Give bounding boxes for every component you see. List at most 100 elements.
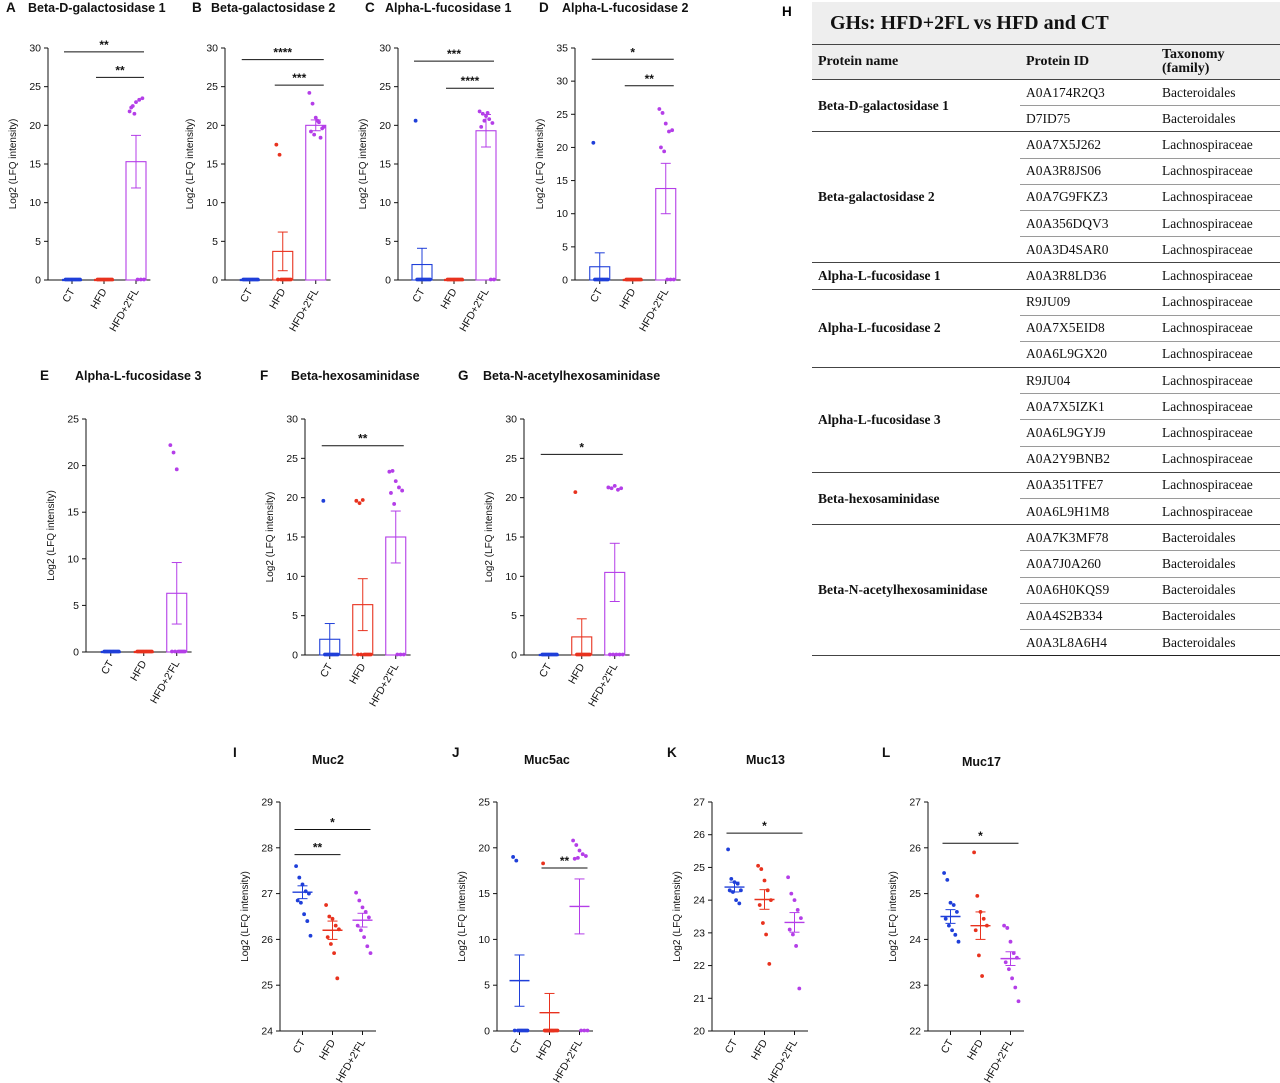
y-tick-label: 10 [556,208,568,220]
x-tick-label: HFD [347,661,368,686]
data-point [303,889,308,894]
data-point [972,850,976,855]
data-point [791,932,795,937]
y-tick-label: 10 [478,934,490,946]
x-tick-label: CT [537,661,555,680]
significance-label: ** [313,841,323,855]
significance-label: ** [358,432,368,446]
table-row: A0A6L9GYJ9 Lachnospiraceae [812,419,1280,447]
y-tick-label: 10 [286,571,298,583]
data-point [249,277,254,282]
data-point [953,932,958,937]
data-point [103,277,108,282]
data-point [315,118,320,123]
y-tick-label: 28 [261,842,273,854]
significance-label: ** [560,854,570,868]
data-point [456,277,461,282]
y-tick-label: 20 [206,120,218,132]
data-point [400,488,405,493]
x-tick-label: HFD+2'FL [287,286,321,334]
x-tick-label: CT [291,1037,309,1056]
protein-id-cell: A0A3R8JS06 [1020,158,1156,185]
data-point [460,277,464,282]
data-point [638,277,643,282]
data-point [179,649,184,654]
glycoside-hydrolase-table: H GHs: HFD+2FL vs HFD and CT Protein nam… [782,2,1280,657]
table-row: A0A7X5IZK1 Lachnospiraceae [812,393,1280,421]
data-point [312,132,317,137]
data-point [100,277,105,282]
data-point [947,923,951,928]
y-tick-label: 10 [67,553,79,565]
data-point [548,652,553,657]
data-point [355,923,360,928]
protein-id-cell: A0A174R2Q3 [1020,79,1156,107]
data-point [393,479,398,484]
column-header-taxonomy: Taxonomy (family) [1156,45,1280,80]
data-point [576,855,580,860]
x-tick-label: CT [723,1037,741,1056]
y-tick-label: 0 [292,650,298,662]
data-point [577,848,582,853]
data-point [492,277,496,282]
data-point [490,121,495,125]
y-tick-label: 0 [562,275,568,287]
data-point [787,927,792,932]
y-tick-label: 20 [556,142,568,154]
data-point [295,898,300,903]
data-point [401,652,406,657]
data-point [574,843,579,847]
protein-id-cell: A0A6L9GYJ9 [1020,419,1156,447]
data-point [1007,967,1011,972]
data-point [555,1028,560,1033]
data-point [487,117,492,122]
taxonomy-cell: Bacteroidales [1156,550,1280,578]
y-tick-label: 10 [29,197,41,209]
data-point [488,277,493,282]
data-point [942,871,946,875]
x-tick-label: HFD+2'FL [766,1037,800,1083]
y-axis-label: Log2 (LFQ intensity) [535,119,546,210]
data-point [545,652,550,657]
chart-title: Muc2 [312,753,344,767]
taxonomy-cell: Bacteroidales [1156,577,1280,604]
data-point [761,921,765,925]
y-tick-label: 25 [67,414,79,426]
data-point [765,888,770,893]
significance-label: **** [461,74,480,88]
data-point [354,498,359,503]
table-row: A0A4S2B334 Bacteroidales [812,603,1280,630]
y-tick-label: 25 [478,797,490,809]
taxonomy-cell: Lachnospiraceae [1156,289,1280,316]
table-row: Beta-hexosaminidase A0A351TFE7 Lachnospira… [812,472,1280,526]
taxonomy-cell: Lachnospiraceae [1156,210,1280,238]
data-point [327,914,332,919]
protein-id-cell: A0A3L8A6H4 [1020,629,1156,657]
protein-id-cell: A0A3D4SAR0 [1020,236,1156,264]
data-point [635,277,640,282]
data-point [541,861,545,866]
y-axis-label: Log2 (LFQ intensity) [888,871,899,962]
data-point [670,128,675,133]
data-point [575,652,579,657]
data-point [549,1028,553,1033]
data-point [617,652,622,657]
data-point [614,652,619,657]
protein-id-cell: A0A7K3MF78 [1020,524,1156,552]
x-tick-label: HFD+2'FL [334,1037,368,1083]
data-point [571,838,575,843]
data-point [447,277,452,282]
chart-panel-B: B Beta-galactosidase 2 0 5 10 15 20 25 30 Log2 (L… [185,0,335,334]
data-point [309,129,313,134]
y-tick-label: 5 [511,610,517,622]
data-point [318,135,323,140]
data-point [413,118,418,123]
data-point [554,652,559,657]
panel-letter: L [882,745,890,760]
protein-id-cell: D7ID75 [1020,105,1156,133]
x-tick-label: CT [60,286,78,305]
data-point [727,888,732,893]
column-header-protein-id: Protein ID [1020,45,1156,80]
x-tick-label: HFD+2'FL [367,661,401,709]
protein-id-cell: A0A7G9FKZ3 [1020,184,1156,211]
